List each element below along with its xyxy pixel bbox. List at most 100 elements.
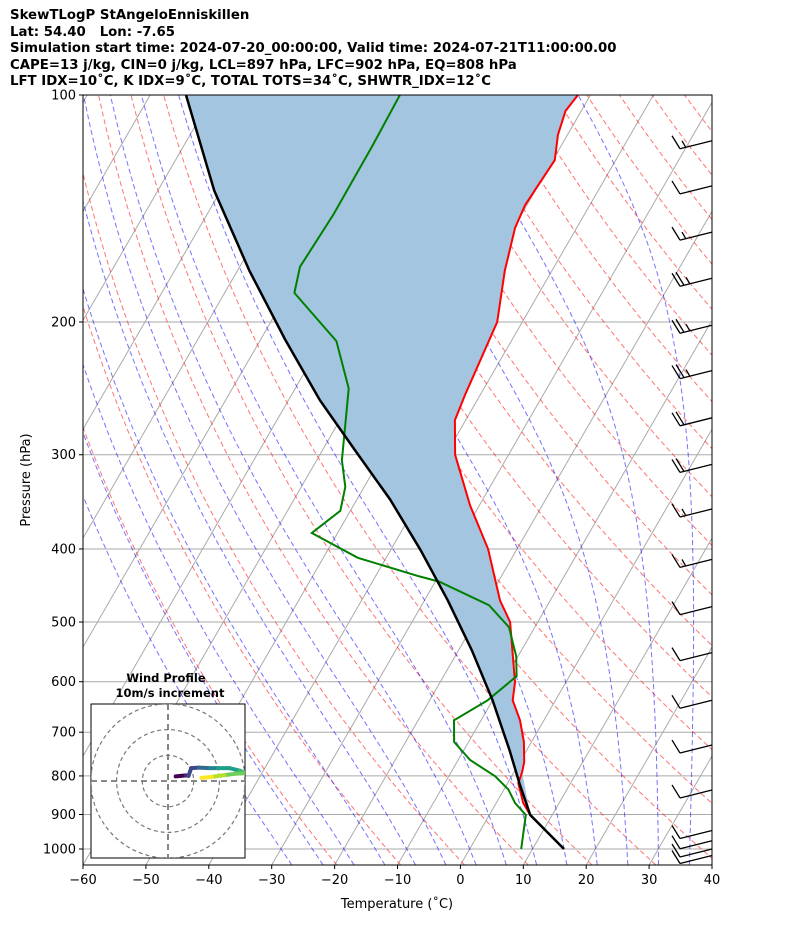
moist-adiabat	[83, 287, 386, 865]
moist-adiabat	[83, 431, 324, 865]
moist-adiabat	[83, 199, 416, 865]
hodograph-segment	[209, 773, 227, 779]
location-label: Lat: 54.40 Lon: -7.65	[10, 24, 176, 40]
isotherm	[83, 95, 214, 322]
moist-adiabat	[717, 95, 745, 865]
temperature-line	[453, 95, 579, 850]
wind-barb	[671, 843, 713, 858]
moist-adiabat	[178, 95, 538, 865]
y-tick-label: 500	[51, 616, 76, 631]
barb-full	[671, 739, 681, 754]
barb-full	[671, 850, 681, 864]
x-axis-label: Temperature (˚C)	[340, 896, 453, 912]
wind-barb	[671, 458, 713, 474]
barb-full	[675, 318, 685, 333]
wind-barb	[671, 601, 713, 616]
isotherm	[459, 428, 712, 865]
barb-full	[671, 647, 681, 661]
wind-barb	[671, 364, 713, 380]
barb-staff	[679, 829, 713, 840]
barb-full	[675, 411, 685, 426]
isotherm	[648, 755, 712, 865]
barb-full	[671, 554, 681, 568]
x-tick-label: 30	[641, 873, 658, 888]
wind-barb	[671, 411, 713, 427]
moist-adiabat	[140, 95, 507, 865]
dry-adiabat	[358, 95, 712, 596]
barb-staff	[679, 652, 713, 662]
dry-adiabat	[586, 95, 712, 265]
barb-full	[671, 601, 681, 615]
isotherm	[83, 95, 88, 104]
barb-staff	[679, 848, 713, 858]
dry-adiabat	[163, 95, 657, 865]
hodograph-title: Wind Profile	[126, 671, 206, 685]
barb-full	[675, 364, 685, 378]
barb-full	[671, 843, 681, 858]
parcel-line	[184, 95, 565, 850]
barb-staff	[679, 185, 713, 195]
barb-staff	[679, 277, 713, 287]
chart-title: SkewTLogP StAngeloEnniskillen	[10, 8, 250, 23]
barb-staff	[679, 324, 713, 334]
barb-staff	[679, 840, 713, 850]
y-tick-label: 700	[51, 726, 76, 741]
barb-staff	[679, 854, 713, 865]
wind-barb	[671, 784, 713, 799]
dry-adiabat	[684, 95, 712, 133]
moist-adiabat	[353, 95, 629, 865]
barb-staff	[679, 789, 713, 799]
moist-adiabat	[83, 494, 293, 865]
chart-header: SkewTLogP StAngeloEnniskillen Lat: 54.40…	[10, 8, 617, 91]
x-tick-label: 20	[578, 873, 595, 888]
barb-full	[671, 319, 681, 334]
y-axis-label: Pressure (hPa)	[19, 433, 34, 526]
barb-full	[671, 825, 681, 839]
wind-barb	[671, 647, 713, 662]
x-tick-label: −60	[69, 873, 96, 888]
isotherm	[522, 537, 712, 865]
isotherm	[711, 864, 712, 865]
wind-barb	[671, 135, 713, 150]
dry-adiabat	[651, 95, 712, 176]
moist-adiabat	[577, 95, 695, 865]
dry-adiabat	[750, 95, 794, 865]
wind-barb	[671, 694, 713, 709]
indices-line-1: CAPE=13 j/kg, CIN=0 j/kg, LCL=897 hPa, L…	[10, 57, 517, 73]
isotherm	[334, 210, 712, 865]
dry-adiabat	[456, 95, 712, 450]
barb-half	[685, 323, 691, 332]
barb-full	[675, 271, 685, 286]
dry-adiabat	[717, 95, 794, 865]
barb-full	[671, 459, 681, 473]
barb-full	[671, 365, 681, 379]
barb-full	[671, 226, 681, 241]
dewpoint-line	[293, 95, 527, 850]
barb-full	[671, 135, 681, 150]
y-tick-label: 900	[51, 808, 76, 823]
moist-adiabat	[109, 95, 477, 865]
wind-barb	[671, 739, 713, 754]
wind-barb	[671, 180, 713, 195]
barb-full	[671, 180, 681, 195]
indices-line-2: LFT IDX=10˚C, K IDX=9˚C, TOTAL TOTS=34˚C…	[10, 74, 492, 89]
wind-barb	[671, 226, 713, 241]
y-tick-label: 400	[51, 542, 76, 557]
y-tick-label: 300	[51, 448, 76, 463]
wind-barb	[671, 850, 713, 865]
x-tick-label: −40	[195, 873, 222, 888]
wind-barb	[671, 554, 713, 569]
dry-adiabat	[618, 95, 712, 221]
hodograph-segment	[199, 774, 214, 780]
wind-barb	[671, 318, 713, 334]
time-label: Simulation start time: 2024-07-20_00:00:…	[10, 41, 617, 56]
barb-staff	[679, 417, 713, 427]
isotherm	[397, 319, 712, 865]
y-tick-label: 100	[51, 89, 76, 104]
barb-staff	[679, 744, 713, 754]
dry-adiabat	[488, 95, 712, 403]
barb-full	[671, 503, 681, 518]
dry-adiabat	[83, 425, 338, 865]
isotherm	[83, 95, 277, 431]
